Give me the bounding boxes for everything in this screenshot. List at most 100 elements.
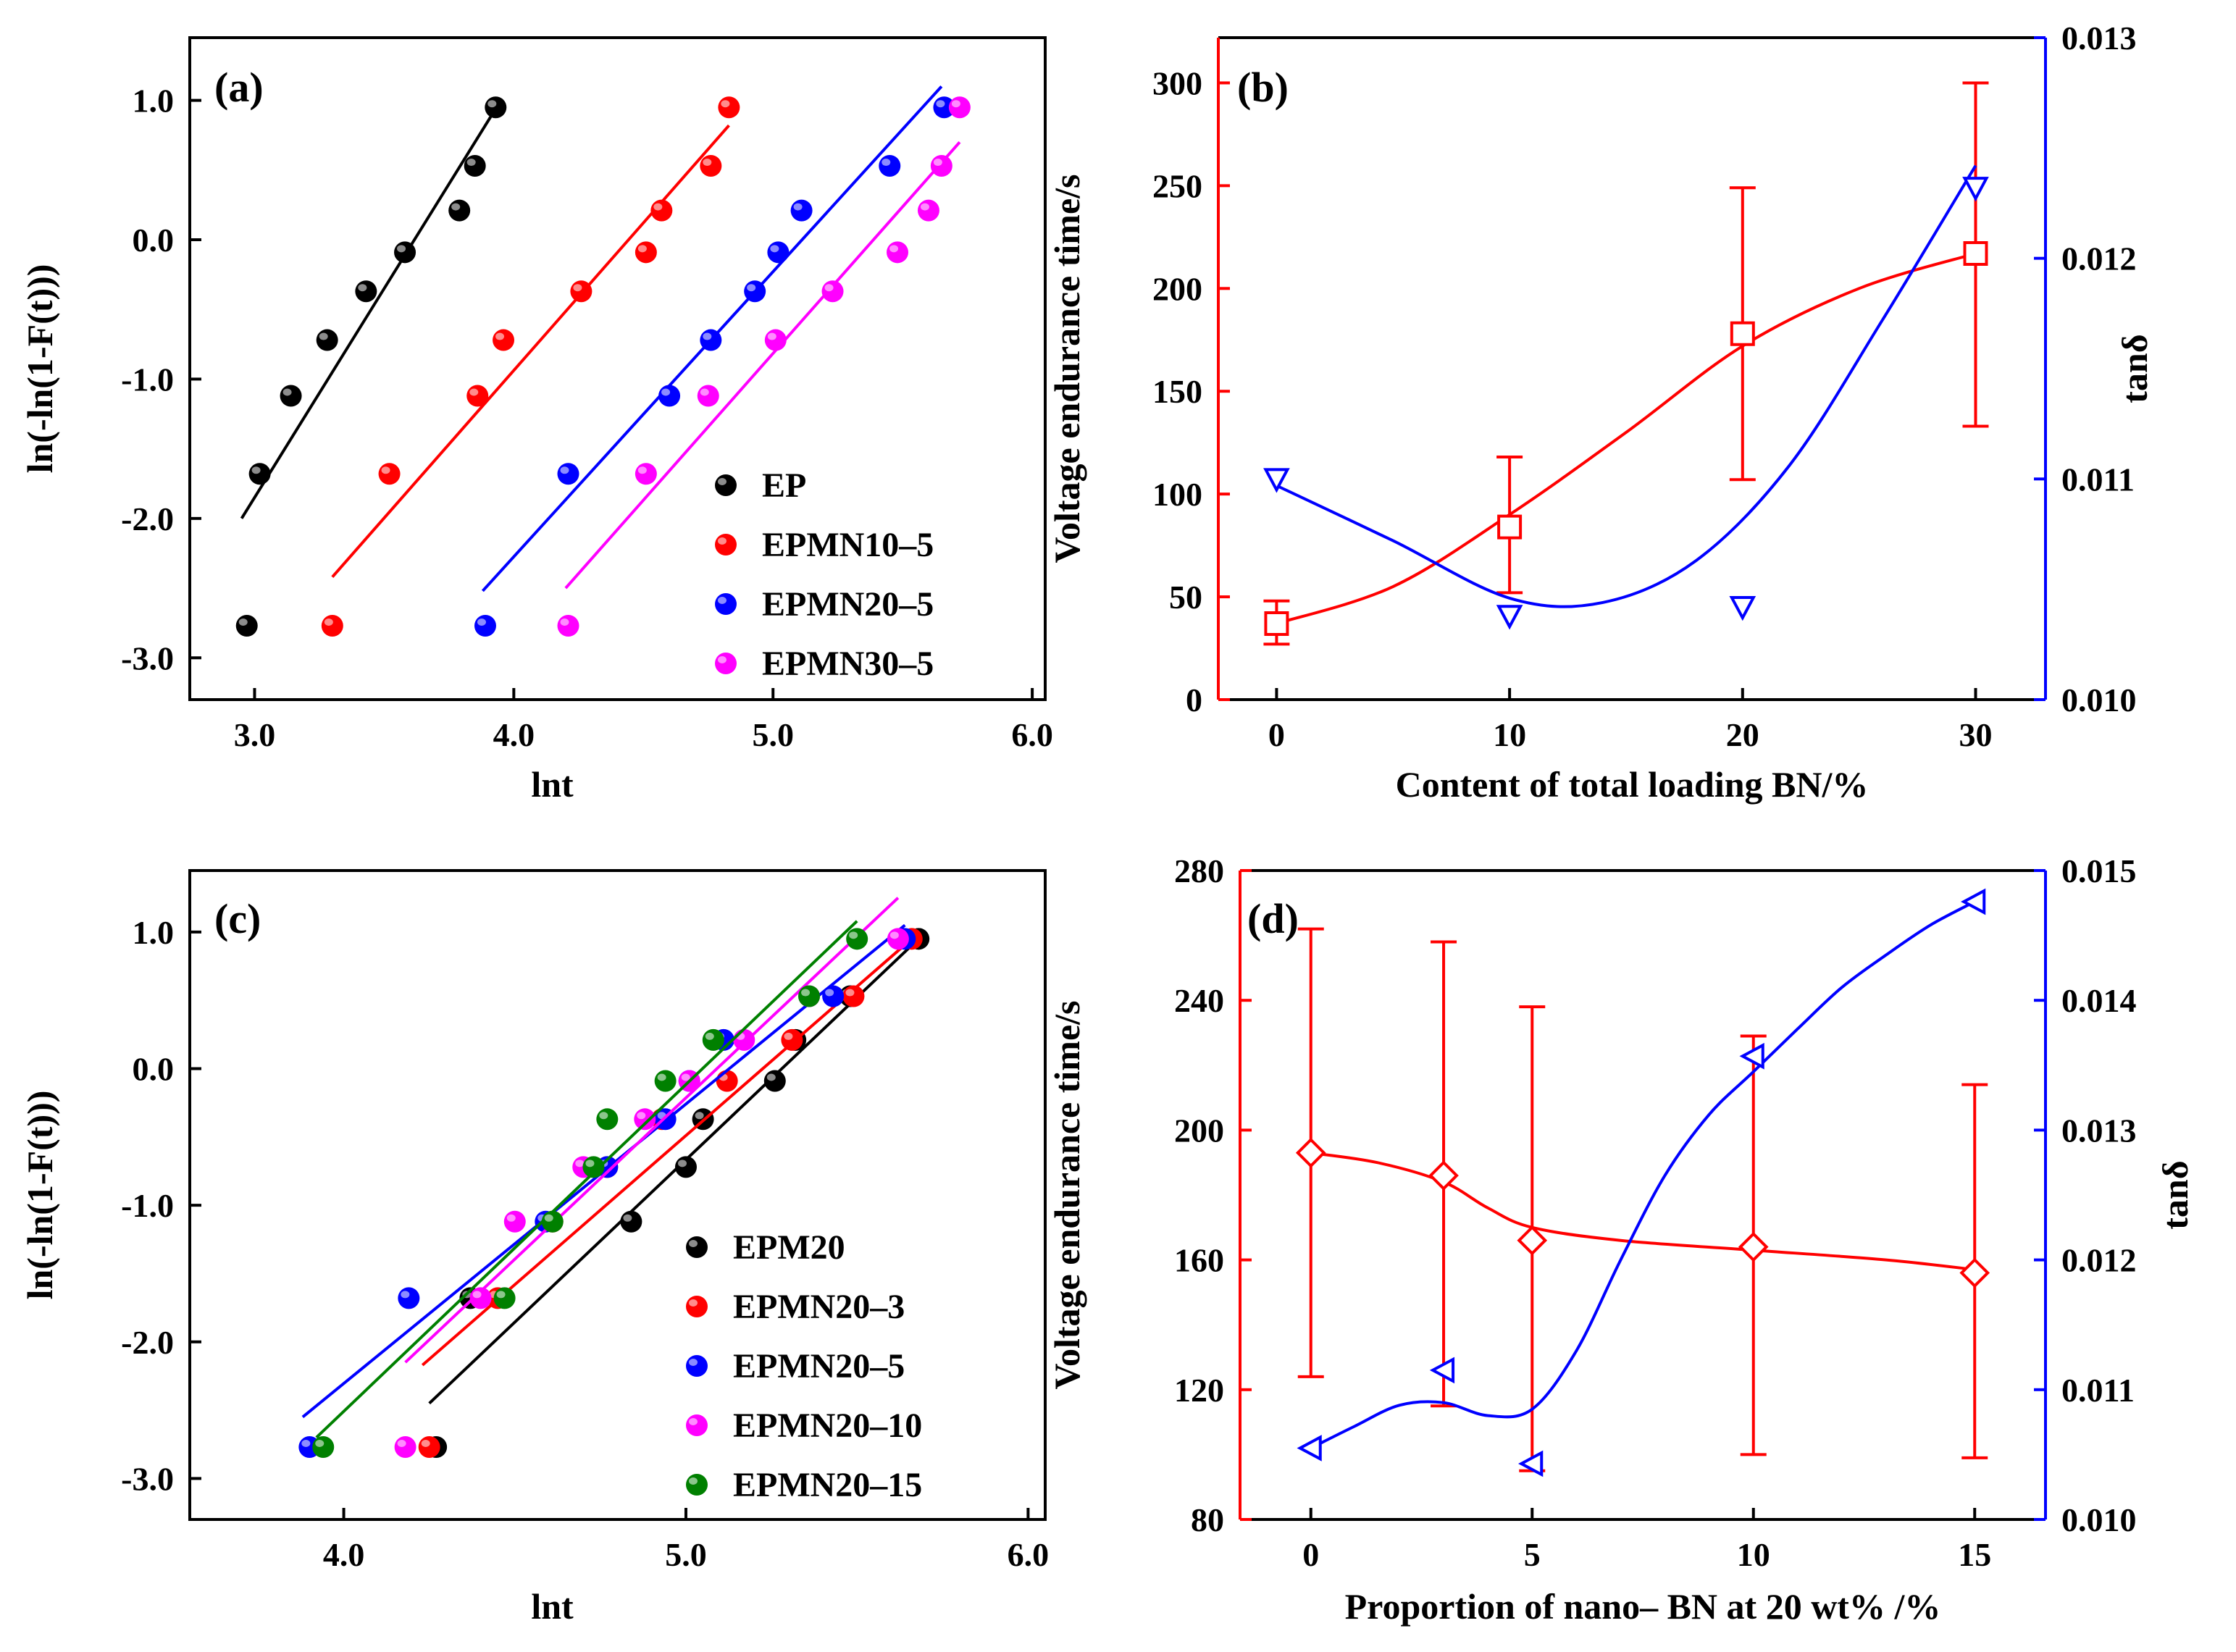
fit-line bbox=[404, 897, 900, 1364]
data-point bbox=[541, 1210, 564, 1233]
y-tick-label: 250 bbox=[1152, 167, 1202, 204]
data-point-fill bbox=[700, 329, 722, 351]
legend-marker-fill bbox=[715, 593, 737, 615]
data-point-fill bbox=[700, 155, 722, 177]
data-point-highlight bbox=[951, 100, 960, 108]
chart-panel-a: 3.0 4.0 5.0 6.0 1.0 0.0 -1.0 -2.0 -3.0 lnt ln(-ln(… bbox=[20, 36, 1053, 805]
data-point-fill bbox=[702, 1028, 724, 1051]
data-point bbox=[887, 241, 909, 264]
data-point-highlight bbox=[381, 466, 390, 474]
data-point bbox=[557, 463, 579, 485]
data-point-fill bbox=[650, 199, 673, 222]
data-point bbox=[917, 199, 939, 222]
data-point-fill bbox=[764, 329, 787, 351]
data-point bbox=[658, 385, 681, 407]
series-tan-delta bbox=[1297, 888, 1986, 1477]
data-point-fill bbox=[541, 1210, 564, 1233]
legend-marker-fill bbox=[686, 1414, 708, 1436]
data-point-fill bbox=[503, 1210, 526, 1233]
data-point bbox=[634, 1108, 656, 1131]
chart-panel-d: 0 5 10 15 80 120 160 200 240 280 0.010 0.011 0.012 0.… bbox=[1047, 852, 2195, 1627]
legend-marker-fill bbox=[686, 1236, 708, 1258]
legend-marker-fill bbox=[715, 474, 737, 496]
data-point bbox=[702, 1028, 724, 1051]
data-point bbox=[570, 280, 593, 303]
data-point bbox=[418, 1436, 440, 1459]
data-point-fill bbox=[635, 463, 657, 485]
data-point bbox=[933, 96, 955, 119]
data-point-highlight bbox=[703, 332, 712, 340]
x-tick-label: 10 bbox=[1493, 716, 1526, 753]
data-point bbox=[1518, 1450, 1544, 1477]
data-point-fill bbox=[930, 155, 952, 177]
data-point-highlight bbox=[544, 1214, 553, 1222]
data-point-fill bbox=[448, 199, 471, 222]
data-point-highlight bbox=[703, 159, 712, 167]
data-point bbox=[879, 155, 901, 177]
data-point bbox=[821, 280, 844, 303]
trend-curve bbox=[1276, 252, 1977, 625]
data-point-highlight bbox=[585, 1160, 595, 1167]
data-point-highlight bbox=[889, 245, 899, 253]
data-point bbox=[822, 985, 845, 1007]
trend-curve bbox=[1310, 1151, 1975, 1271]
data-point bbox=[846, 928, 868, 950]
data-point-highlight bbox=[766, 1073, 776, 1081]
data-point-fill bbox=[822, 985, 845, 1007]
legend-marker-fill bbox=[715, 534, 737, 555]
fit-line bbox=[428, 937, 920, 1405]
data-point-fill bbox=[235, 615, 258, 637]
data-point-highlight bbox=[495, 332, 505, 340]
data-point-highlight bbox=[506, 1214, 516, 1222]
data-point-fill bbox=[321, 615, 343, 637]
x-tick-label: 5 bbox=[1524, 1536, 1541, 1573]
y2-axis-label: tanδ bbox=[2114, 334, 2155, 403]
data-point-fill bbox=[248, 463, 271, 485]
data-point-highlight bbox=[700, 388, 709, 396]
plot-frame bbox=[188, 869, 1047, 1521]
legend-marker bbox=[715, 653, 737, 674]
data-point-highlight bbox=[472, 1291, 482, 1299]
data-point bbox=[1297, 1435, 1322, 1462]
data-point-fill bbox=[620, 1210, 642, 1233]
data-point bbox=[948, 96, 971, 119]
y-tick-label: 300 bbox=[1152, 64, 1202, 101]
x-tick-label: 15 bbox=[1958, 1536, 1991, 1573]
legend-label: EPMN30–5 bbox=[762, 645, 934, 683]
y2-tick-label: 0.013 bbox=[2061, 20, 2137, 56]
data-point-fill bbox=[493, 1287, 516, 1309]
legend-marker bbox=[686, 1474, 708, 1496]
y-tick-label: 200 bbox=[1174, 1112, 1224, 1149]
data-point bbox=[398, 1287, 420, 1309]
data-point bbox=[700, 155, 722, 177]
legend-marker-fill bbox=[715, 653, 737, 674]
data-point-fill bbox=[378, 463, 401, 485]
legend-marker-fill bbox=[686, 1355, 708, 1377]
data-point-highlight bbox=[637, 245, 647, 253]
y-tick-label: 0 bbox=[1186, 682, 1202, 718]
panel-label: (c) bbox=[214, 895, 261, 942]
data-point bbox=[1295, 1137, 1326, 1168]
data-point bbox=[1429, 1357, 1455, 1384]
x-axis-label: Content of total loading BN/% bbox=[1396, 764, 1869, 805]
legend-marker-highlight bbox=[718, 478, 727, 485]
data-point bbox=[654, 1070, 677, 1092]
y-tick-label: 160 bbox=[1174, 1242, 1224, 1279]
data-point bbox=[503, 1210, 526, 1233]
series-epmn20-15 bbox=[312, 920, 868, 1459]
data-point-highlight bbox=[705, 1032, 714, 1040]
legend-marker-highlight bbox=[689, 1359, 698, 1366]
data-point-fill bbox=[846, 928, 868, 950]
data-point-highlight bbox=[793, 203, 803, 211]
data-point bbox=[1963, 241, 1988, 267]
data-point bbox=[1729, 596, 1756, 621]
data-point-highlight bbox=[421, 1440, 430, 1448]
legend-item: EPMN20–3 bbox=[686, 1288, 905, 1326]
y2-axis-label: tanδ bbox=[2155, 1160, 2195, 1229]
y-tick-label: -1.0 bbox=[121, 361, 174, 398]
data-point-fill bbox=[398, 1287, 420, 1309]
y-tick-label: 280 bbox=[1174, 852, 1224, 889]
data-point-highlight bbox=[767, 332, 776, 340]
data-point bbox=[355, 280, 377, 303]
